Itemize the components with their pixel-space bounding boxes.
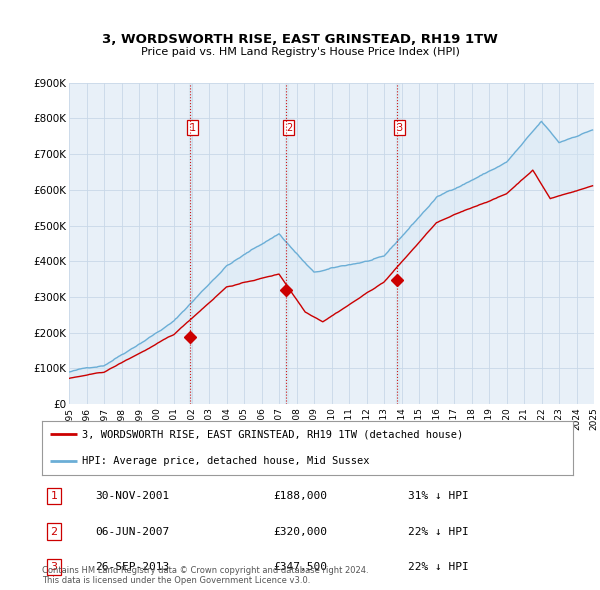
Text: 22% ↓ HPI: 22% ↓ HPI	[407, 562, 469, 572]
Text: 26-SEP-2013: 26-SEP-2013	[95, 562, 169, 572]
Text: 2: 2	[50, 527, 58, 536]
Text: 3, WORDSWORTH RISE, EAST GRINSTEAD, RH19 1TW: 3, WORDSWORTH RISE, EAST GRINSTEAD, RH19…	[102, 33, 498, 46]
Text: Price paid vs. HM Land Registry's House Price Index (HPI): Price paid vs. HM Land Registry's House …	[140, 47, 460, 57]
Text: 3: 3	[397, 123, 403, 133]
Text: 31% ↓ HPI: 31% ↓ HPI	[407, 491, 469, 501]
Text: 30-NOV-2001: 30-NOV-2001	[95, 491, 169, 501]
Text: £347,500: £347,500	[273, 562, 327, 572]
Text: HPI: Average price, detached house, Mid Sussex: HPI: Average price, detached house, Mid …	[82, 457, 370, 466]
Text: Contains HM Land Registry data © Crown copyright and database right 2024.
This d: Contains HM Land Registry data © Crown c…	[42, 566, 368, 585]
Text: £188,000: £188,000	[273, 491, 327, 501]
Text: 06-JUN-2007: 06-JUN-2007	[95, 527, 169, 536]
Text: 1: 1	[50, 491, 58, 501]
Text: 22% ↓ HPI: 22% ↓ HPI	[407, 527, 469, 536]
Text: 3, WORDSWORTH RISE, EAST GRINSTEAD, RH19 1TW (detached house): 3, WORDSWORTH RISE, EAST GRINSTEAD, RH19…	[82, 430, 463, 439]
Text: 2: 2	[286, 123, 292, 133]
Bar	[285, 83, 287, 404]
Text: £320,000: £320,000	[273, 527, 327, 536]
Text: 3: 3	[50, 562, 58, 572]
Bar	[396, 83, 398, 404]
Text: 1: 1	[190, 123, 196, 133]
Bar	[188, 83, 191, 404]
